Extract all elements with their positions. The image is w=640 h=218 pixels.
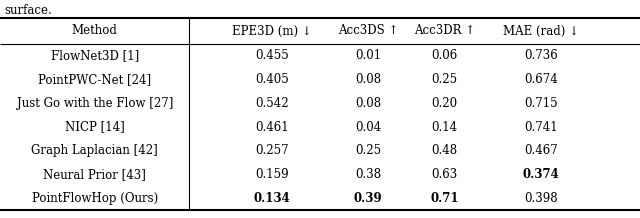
Text: 0.461: 0.461 [255,121,289,133]
Text: 0.455: 0.455 [255,49,289,62]
Text: 0.25: 0.25 [355,144,381,157]
Text: Graph Laplacian [42]: Graph Laplacian [42] [31,144,158,157]
Text: 0.542: 0.542 [255,97,289,110]
Text: 0.674: 0.674 [524,73,557,86]
Text: surface.: surface. [4,4,52,17]
Text: Acc3DR ↑: Acc3DR ↑ [414,24,476,37]
Text: 0.08: 0.08 [355,73,381,86]
Text: 0.257: 0.257 [255,144,289,157]
Text: 0.374: 0.374 [522,168,559,181]
Text: PointPWC-Net [24]: PointPWC-Net [24] [38,73,151,86]
Text: 0.08: 0.08 [355,97,381,110]
Text: 0.741: 0.741 [524,121,557,133]
Text: 0.38: 0.38 [355,168,381,181]
Text: 0.71: 0.71 [431,192,459,205]
Text: MAE (rad) ↓: MAE (rad) ↓ [503,24,579,37]
Text: 0.159: 0.159 [255,168,289,181]
Text: 0.01: 0.01 [355,49,381,62]
Text: 0.20: 0.20 [432,97,458,110]
Text: Method: Method [72,24,118,37]
Text: 0.134: 0.134 [253,192,291,205]
Text: Acc3DS ↑: Acc3DS ↑ [338,24,398,37]
Text: NICP [14]: NICP [14] [65,121,125,133]
Text: Just Go with the Flow [27]: Just Go with the Flow [27] [17,97,173,110]
Text: PointFlowHop (Ours): PointFlowHop (Ours) [31,192,158,205]
Text: 0.736: 0.736 [524,49,557,62]
Text: 0.25: 0.25 [432,73,458,86]
Text: FlowNet3D [1]: FlowNet3D [1] [51,49,139,62]
Text: 0.48: 0.48 [432,144,458,157]
Text: EPE3D (m) ↓: EPE3D (m) ↓ [232,24,312,37]
Text: Neural Prior [43]: Neural Prior [43] [44,168,146,181]
Text: 0.467: 0.467 [524,144,557,157]
Text: 0.63: 0.63 [431,168,458,181]
Text: 0.405: 0.405 [255,73,289,86]
Text: 0.715: 0.715 [524,97,557,110]
Text: 0.04: 0.04 [355,121,381,133]
Text: 0.398: 0.398 [524,192,557,205]
Text: 0.14: 0.14 [432,121,458,133]
Text: 0.06: 0.06 [431,49,458,62]
Text: 0.39: 0.39 [354,192,382,205]
